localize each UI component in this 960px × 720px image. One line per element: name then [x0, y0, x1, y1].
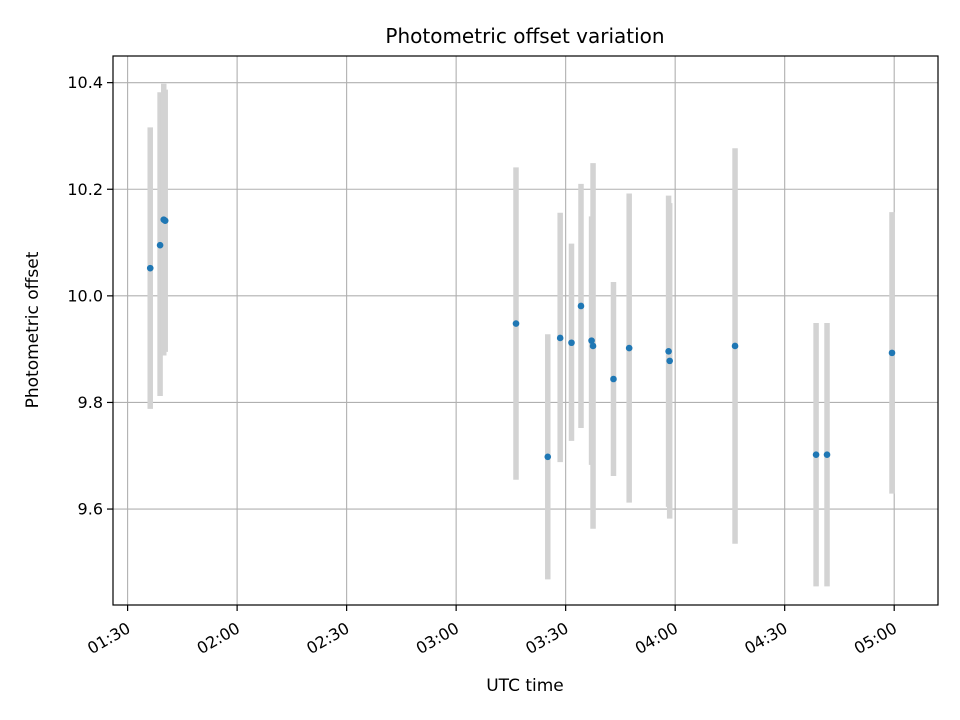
data-point: [665, 347, 672, 355]
y-tick-label: 9.6: [78, 500, 103, 519]
data-point: [610, 375, 617, 383]
x-axis-title: UTC time: [486, 676, 564, 696]
data-point: [666, 357, 673, 365]
data-point: [568, 339, 575, 347]
data-point: [625, 344, 633, 352]
y-tick-label: 10.2: [67, 180, 103, 199]
data-point: [588, 337, 595, 344]
data-point: [146, 264, 154, 272]
y-axis-ticks: 9.6 9.8 10.0 10.2 10.4: [67, 73, 113, 519]
data-point: [823, 451, 831, 458]
data-point: [544, 453, 552, 461]
data-points: [146, 216, 896, 461]
data-point: [156, 241, 164, 249]
grid-lines: [113, 56, 938, 605]
data-point: [812, 451, 820, 458]
plot-area-frame: [112, 55, 939, 606]
y-tick-label: 10.4: [67, 73, 103, 92]
y-tick-label: 9.8: [78, 393, 103, 412]
data-point: [161, 217, 169, 224]
data-point: [577, 302, 585, 310]
data-point: [512, 320, 520, 327]
y-tick-label: 10.0: [67, 286, 103, 305]
y-axis-title: Photometric offset: [23, 251, 43, 408]
data-point: [589, 342, 597, 350]
chart-title: Photometric offset variation: [385, 24, 664, 48]
data-point: [888, 349, 896, 357]
data-point: [731, 342, 739, 350]
data-point: [556, 334, 564, 342]
